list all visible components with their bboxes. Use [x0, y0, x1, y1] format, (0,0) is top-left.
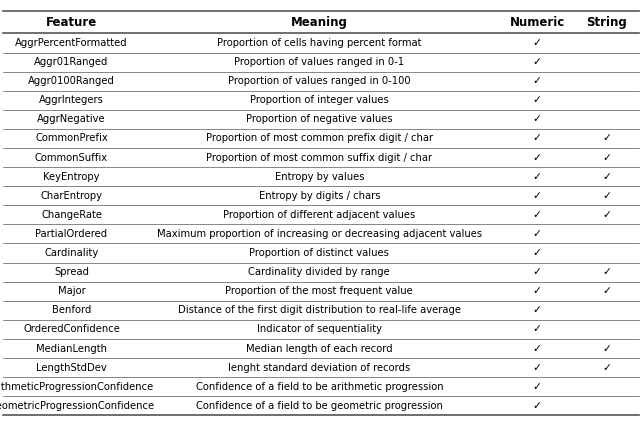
Text: ✓: ✓ [602, 210, 611, 220]
Text: CharEntropy: CharEntropy [40, 191, 102, 201]
Text: ✓: ✓ [532, 305, 541, 316]
Text: ✓: ✓ [532, 248, 541, 258]
Text: Entropy by digits / chars: Entropy by digits / chars [259, 191, 380, 201]
Text: Proportion of negative values: Proportion of negative values [246, 114, 393, 125]
Text: ✓: ✓ [532, 267, 541, 277]
Text: Proportion of values ranged in 0-1: Proportion of values ranged in 0-1 [234, 57, 404, 67]
Text: Benford: Benford [52, 305, 92, 316]
Text: ✓: ✓ [532, 229, 541, 239]
Text: Confidence of a field to be geometric progression: Confidence of a field to be geometric pr… [196, 401, 443, 411]
Text: ✓: ✓ [532, 38, 541, 48]
Text: KeyEntropy: KeyEntropy [44, 171, 100, 182]
Text: Proportion of values ranged in 0-100: Proportion of values ranged in 0-100 [228, 76, 411, 86]
Text: ✓: ✓ [602, 191, 611, 201]
Text: ✓: ✓ [602, 133, 611, 144]
Text: Meaning: Meaning [291, 16, 348, 29]
Text: ✓: ✓ [602, 362, 611, 373]
Text: Confidence of a field to be arithmetic progression: Confidence of a field to be arithmetic p… [196, 381, 443, 392]
Text: ✓: ✓ [532, 191, 541, 201]
Text: ✓: ✓ [602, 286, 611, 296]
Text: ChangeRate: ChangeRate [41, 210, 102, 220]
Text: Aggr0100Ranged: Aggr0100Ranged [28, 76, 115, 86]
Text: Proportion of distinct values: Proportion of distinct values [250, 248, 389, 258]
Text: CommonSuffix: CommonSuffix [35, 152, 108, 163]
Text: Feature: Feature [46, 16, 97, 29]
Text: Proportion of integer values: Proportion of integer values [250, 95, 388, 105]
Text: ✓: ✓ [532, 133, 541, 144]
Text: ✓: ✓ [532, 210, 541, 220]
Text: ✓: ✓ [532, 57, 541, 67]
Text: ✓: ✓ [532, 401, 541, 411]
Text: Distance of the first digit distribution to real-life average: Distance of the first digit distribution… [178, 305, 461, 316]
Text: OrderedConfidence: OrderedConfidence [23, 324, 120, 335]
Text: ✓: ✓ [532, 95, 541, 105]
Text: ✓: ✓ [532, 114, 541, 125]
Text: ✓: ✓ [532, 286, 541, 296]
Text: ✓: ✓ [602, 152, 611, 163]
Text: LengthStdDev: LengthStdDev [36, 362, 107, 373]
Text: AggrPercentFormatted: AggrPercentFormatted [15, 38, 128, 48]
Text: ✓: ✓ [602, 267, 611, 277]
Text: Proportion of different adjacent values: Proportion of different adjacent values [223, 210, 415, 220]
Text: Maximum proportion of increasing or decreasing adjacent values: Maximum proportion of increasing or decr… [157, 229, 482, 239]
Text: ✓: ✓ [532, 343, 541, 354]
Text: ✓: ✓ [532, 76, 541, 86]
Text: PartialOrdered: PartialOrdered [35, 229, 108, 239]
Text: ✓: ✓ [532, 324, 541, 335]
Text: lenght standard deviation of records: lenght standard deviation of records [228, 362, 410, 373]
Text: ✓: ✓ [532, 381, 541, 392]
Text: Cardinality divided by range: Cardinality divided by range [248, 267, 390, 277]
Text: ✓: ✓ [532, 152, 541, 163]
Text: Numeric: Numeric [509, 16, 564, 29]
Text: CommonPrefix: CommonPrefix [35, 133, 108, 144]
Text: Proportion of cells having percent format: Proportion of cells having percent forma… [217, 38, 422, 48]
Text: Spread: Spread [54, 267, 89, 277]
Text: Entropy by values: Entropy by values [275, 171, 364, 182]
Text: Median length of each record: Median length of each record [246, 343, 393, 354]
Text: Major: Major [58, 286, 85, 296]
Text: GeometricProgressionConfidence: GeometricProgressionConfidence [0, 401, 155, 411]
Text: Indicator of sequentiality: Indicator of sequentiality [257, 324, 382, 335]
Text: Proportion of the most frequent value: Proportion of the most frequent value [225, 286, 413, 296]
Text: ✓: ✓ [602, 343, 611, 354]
Text: ✓: ✓ [532, 171, 541, 182]
Text: Proportion of most common prefix digit / char: Proportion of most common prefix digit /… [206, 133, 433, 144]
Text: ✓: ✓ [602, 171, 611, 182]
Text: AggrNegative: AggrNegative [37, 114, 106, 125]
Text: String: String [587, 16, 627, 29]
Text: Cardinality: Cardinality [44, 248, 99, 258]
Text: ✓: ✓ [532, 362, 541, 373]
Text: AggrIntegers: AggrIntegers [39, 95, 104, 105]
Text: ArithmeticProgressionConfidence: ArithmeticProgressionConfidence [0, 381, 155, 392]
Text: Aggr01Ranged: Aggr01Ranged [35, 57, 109, 67]
Text: MedianLength: MedianLength [36, 343, 107, 354]
Text: Proportion of most common suffix digit / char: Proportion of most common suffix digit /… [206, 152, 433, 163]
